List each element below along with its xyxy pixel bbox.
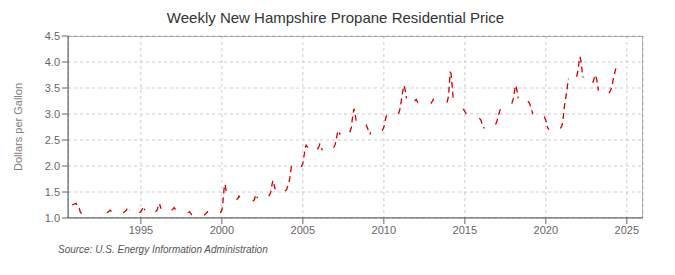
svg-text:2.0: 2.0	[45, 160, 60, 172]
html-text:Weekly New Hampshire Propane R: Weekly New Hampshire Propane Residential…	[166, 9, 505, 26]
svg-text:1.5: 1.5	[45, 186, 60, 198]
svg-text:4.5: 4.5	[45, 30, 60, 42]
svg-text:2020: 2020	[534, 224, 558, 236]
svg-text:Dollars per Gallon: Dollars per Gallon	[12, 83, 24, 171]
svg-text:3.0: 3.0	[45, 108, 60, 120]
svg-text:2015: 2015	[453, 224, 477, 236]
svg-text:2000: 2000	[210, 224, 234, 236]
svg-text:1995: 1995	[129, 224, 153, 236]
html-text:Source: U.S. Energy Informatio: Source: U.S. Energy Information Administ…	[58, 244, 268, 255]
svg-text:3.5: 3.5	[45, 82, 60, 94]
svg-text:2010: 2010	[372, 224, 396, 236]
svg-text:2025: 2025	[615, 224, 639, 236]
svg-text:2005: 2005	[291, 224, 315, 236]
svg-text:4.0: 4.0	[45, 56, 60, 68]
svg-text:1.0: 1.0	[45, 212, 60, 224]
svg-text:2.5: 2.5	[45, 134, 60, 146]
